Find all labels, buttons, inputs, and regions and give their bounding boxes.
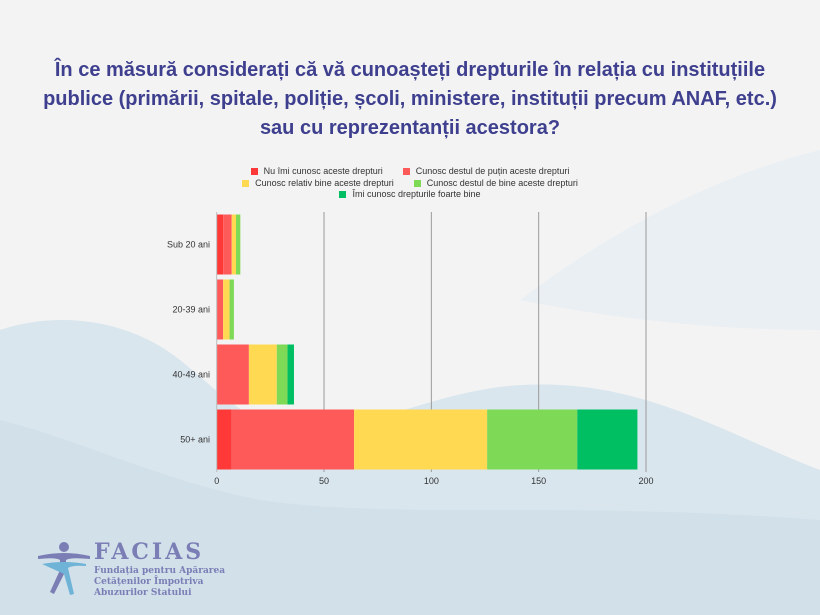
bar-segment bbox=[577, 409, 638, 470]
x-tick-label: 50 bbox=[319, 476, 329, 486]
legend-swatch bbox=[250, 168, 258, 175]
legend-swatch bbox=[413, 179, 421, 187]
logo-name: FACIAS bbox=[94, 539, 205, 565]
x-tick-label: 0 bbox=[214, 476, 219, 486]
x-tick-label: 200 bbox=[638, 476, 653, 486]
bar-segment bbox=[276, 344, 288, 405]
legend-label: Cunosc destul de bine aceste drepturi bbox=[426, 177, 578, 188]
legend-item: Cunosc destul de puțin aceste drepturi bbox=[402, 166, 570, 178]
chart-title: În ce măsură considerați că vă cunoașteț… bbox=[43, 59, 777, 139]
bar-segment bbox=[287, 344, 294, 405]
y-tick-label: 20-39 ani bbox=[172, 305, 210, 315]
bar-segment bbox=[216, 214, 224, 275]
bar-segment bbox=[354, 409, 488, 470]
legend-item: Nu îmi cunosc aceste drepturi bbox=[250, 166, 383, 178]
y-tick-label: Sub 20 ani bbox=[167, 240, 210, 250]
x-tick-label: 150 bbox=[531, 476, 546, 486]
bar-segment bbox=[216, 409, 232, 470]
logo-line1: Fundația pentru Apărarea bbox=[94, 566, 226, 576]
legend-label: Cunosc relativ bine aceste drepturi bbox=[255, 177, 394, 188]
bar-segment bbox=[223, 279, 230, 340]
bar-segment bbox=[231, 214, 237, 275]
bar-segment bbox=[216, 279, 224, 340]
legend-item: Îmi cunosc drepturile foarte bine bbox=[339, 189, 481, 201]
bar-segment bbox=[229, 279, 234, 340]
legend-swatch bbox=[339, 191, 347, 198]
legend: Nu îmi cunosc aceste drepturi Cunosc dest… bbox=[160, 166, 660, 201]
legend-item: Cunosc destul de bine aceste drepturi bbox=[413, 177, 578, 190]
human-figure-icon bbox=[38, 542, 90, 595]
y-tick-label: 40-49 ani bbox=[172, 370, 210, 380]
bar-segment bbox=[216, 344, 249, 405]
y-tick-label: 50+ ani bbox=[180, 435, 210, 445]
logo-line3: Abuzurilor Statului bbox=[94, 588, 192, 598]
bar-segment bbox=[487, 409, 578, 470]
legend-label: Nu îmi cunosc aceste drepturi bbox=[263, 166, 383, 176]
bar-segment bbox=[231, 409, 355, 470]
legend-item: Cunosc relativ bine aceste drepturi bbox=[242, 178, 394, 190]
legend-swatch bbox=[242, 179, 250, 187]
bar-segment bbox=[223, 214, 232, 275]
legend-swatch bbox=[402, 168, 410, 175]
bar-segment bbox=[248, 344, 277, 405]
legend-label: Cunosc destul de puțin aceste drepturi bbox=[415, 166, 570, 176]
legend-label: Îmi cunosc drepturile foarte bine bbox=[352, 189, 481, 199]
x-tick-label: 100 bbox=[424, 476, 439, 486]
logo-line2: Cetățenilor Împotriva bbox=[94, 577, 204, 587]
bar-segment bbox=[236, 214, 241, 275]
